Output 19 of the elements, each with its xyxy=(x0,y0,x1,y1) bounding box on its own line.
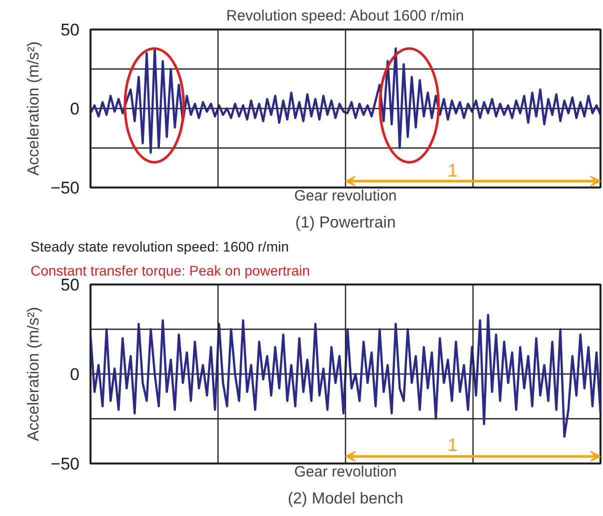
y-tick-label: 0 xyxy=(70,100,80,118)
y-tick-label: 50 xyxy=(60,20,80,40)
y-tick-label: −50 xyxy=(50,178,80,198)
text: Constant transfer torque: Peak on powertrain xyxy=(30,262,310,278)
y-tick-label: 0 xyxy=(70,365,80,384)
text: Steady state revolution speed: 1600 r/min xyxy=(30,238,289,254)
annotation: 1 xyxy=(448,160,458,180)
text: (1) Powertrain xyxy=(295,214,396,232)
text: (2) Model bench xyxy=(288,490,404,508)
y-tick-label: −50 xyxy=(50,454,80,474)
y-axis-title: Acceleration (m/s²) xyxy=(26,41,43,176)
chart-subtitle: Revolution speed: About 1600 r/min xyxy=(226,8,464,24)
line-series xyxy=(90,314,600,438)
y-tick-label: 50 xyxy=(60,276,80,294)
x-axis-title: Gear revolution xyxy=(294,188,397,204)
y-axis-title: Acceleration (m/s²) xyxy=(26,306,43,442)
x-axis-title: Gear revolution xyxy=(294,464,397,480)
line-series xyxy=(90,47,600,154)
annotation: 1 xyxy=(448,434,458,455)
